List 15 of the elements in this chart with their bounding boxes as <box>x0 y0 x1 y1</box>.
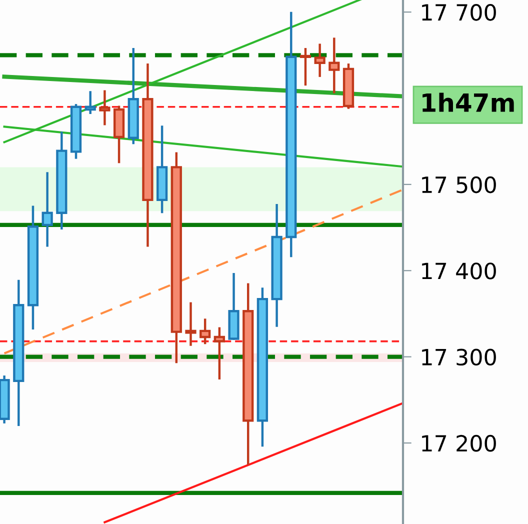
text: 1h47m <box>422 92 514 112</box>
candlestick <box>214 327 225 380</box>
candlestick <box>200 318 211 344</box>
candlestick <box>328 38 340 94</box>
candlestick <box>314 44 326 77</box>
candlestick <box>185 302 196 346</box>
y-tick-label: 17 400 <box>422 262 496 280</box>
y-tick-label: 17 700 <box>422 4 496 21</box>
candlestick <box>300 48 312 86</box>
y-tick-label: 17 200 <box>422 434 496 452</box>
candlestick <box>99 90 110 126</box>
candlestick <box>84 91 96 114</box>
candlestick <box>42 172 53 247</box>
y-tick-label: 17 500 <box>422 176 496 194</box>
y-tick-label: 17 300 <box>422 348 496 366</box>
